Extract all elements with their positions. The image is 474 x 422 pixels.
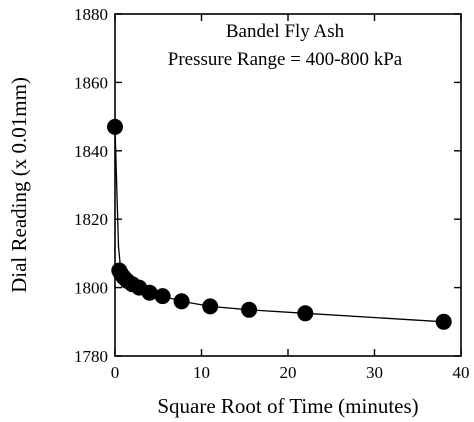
y-tick-label: 1800 xyxy=(74,279,108,298)
data-point xyxy=(141,284,158,301)
x-tick-label: 10 xyxy=(193,363,210,382)
data-point xyxy=(107,118,123,135)
annotation-sample: Bandel Fly Ash xyxy=(226,21,345,42)
data-point xyxy=(241,301,258,318)
y-tick-label: 1880 xyxy=(74,5,108,24)
x-tick-label: 20 xyxy=(280,363,297,382)
data-point xyxy=(435,313,452,330)
y-axis-label: Dial Reading (x 0.01mm) xyxy=(7,77,31,293)
x-axis-label: Square Root of Time (minutes) xyxy=(157,394,418,418)
y-tick-label: 1840 xyxy=(74,142,108,161)
data-point xyxy=(297,305,314,322)
data-point xyxy=(173,293,190,310)
y-tick-label: 1860 xyxy=(74,73,108,92)
tick-labels: 0 10 20 30 40 1780 1800 1820 1840 1860 1880 xyxy=(74,5,470,382)
data-point xyxy=(154,288,171,305)
data-point xyxy=(202,298,219,315)
x-tick-label: 30 xyxy=(366,363,383,382)
data-points xyxy=(107,118,452,330)
x-tick-label: 40 xyxy=(453,363,470,382)
x-tick-label: 0 xyxy=(111,363,120,382)
y-tick-label: 1820 xyxy=(74,210,108,229)
annotation-pressure: Pressure Range = 400-800 kPa xyxy=(168,49,403,70)
y-tick-label: 1780 xyxy=(74,347,108,366)
